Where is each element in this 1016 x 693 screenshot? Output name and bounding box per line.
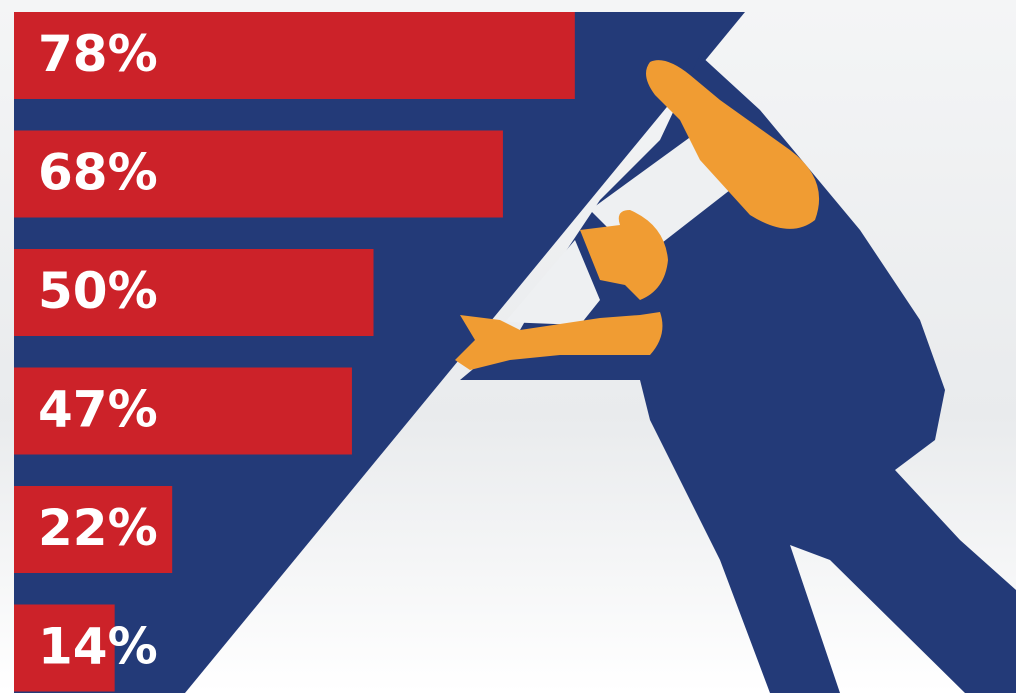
pushing-arm: [455, 312, 663, 370]
bar: [14, 12, 575, 99]
value-label: 14%: [38, 618, 158, 676]
value-label: 47%: [38, 381, 158, 439]
bar: [14, 486, 173, 573]
value-label: 22%: [38, 499, 158, 557]
bar: [14, 130, 503, 218]
value-label: 50%: [38, 262, 158, 320]
value-label: 68%: [38, 144, 158, 202]
wedge: [505, 240, 600, 325]
value-label: 78%: [38, 25, 158, 83]
bar: [14, 604, 115, 692]
bar: [14, 367, 352, 455]
raised-arm: [646, 60, 820, 229]
bar: [14, 249, 374, 336]
head: [580, 210, 668, 300]
